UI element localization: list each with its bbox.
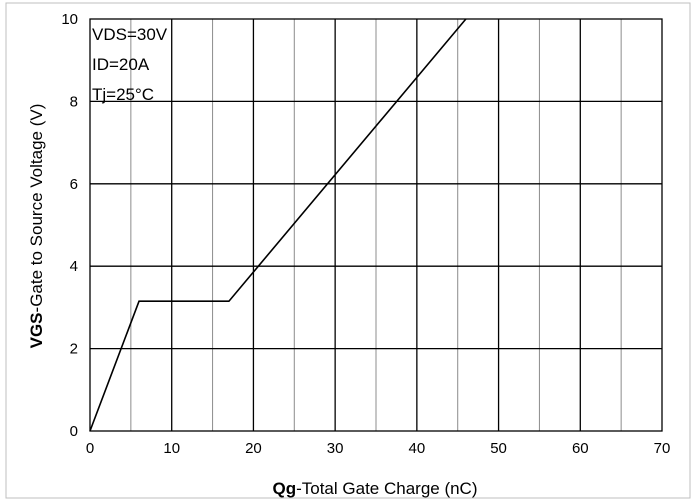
annotation-vds: VDS=30V	[92, 25, 168, 44]
annotation-tj: Tj=25°C	[92, 85, 154, 104]
x-axis-title: Qg-Total Gate Charge (nC)	[272, 479, 477, 498]
x-tick-label: 10	[163, 440, 180, 457]
x-tick-label: 30	[327, 440, 344, 457]
series-layer	[89, 18, 467, 432]
tick-label-layer: 0 10 20 30 40 50 60 70 0 2 4 6 8 10	[61, 11, 670, 457]
y-axis-title: VGS-Gate to Source Voltage (V)	[27, 104, 46, 349]
x-tick-label: 0	[86, 440, 94, 457]
x-tick-label: 50	[490, 440, 507, 457]
y-tick-label: 8	[70, 93, 78, 110]
x-tick-label: 20	[245, 440, 262, 457]
grid-layer	[90, 19, 662, 431]
series-line	[89, 18, 467, 432]
plot-frame	[89, 18, 663, 432]
chart-outer-border	[5, 2, 691, 499]
annotation-id: ID=20A	[92, 55, 150, 74]
x-tick-label: 40	[409, 440, 426, 457]
y-tick-label: 4	[70, 258, 78, 275]
y-tick-label: 2	[70, 341, 78, 358]
y-tick-label: 6	[70, 176, 78, 193]
x-tick-label: 60	[572, 440, 589, 457]
y-tick-label: 10	[61, 11, 78, 28]
y-tick-label: 0	[70, 423, 78, 440]
x-tick-label: 70	[654, 440, 671, 457]
